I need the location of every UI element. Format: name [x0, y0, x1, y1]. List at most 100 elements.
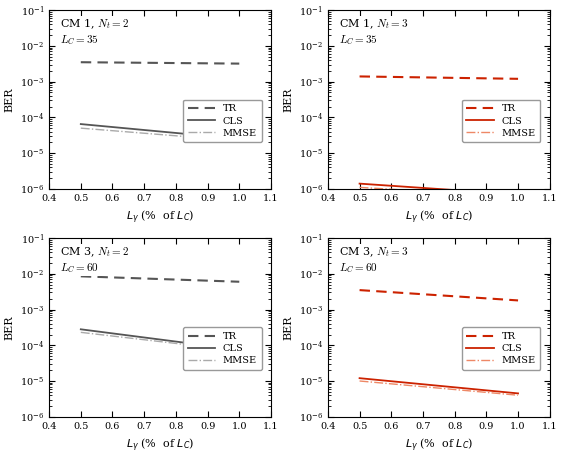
CLS	[172, 130, 179, 136]
Line: MMSE: MMSE	[360, 381, 518, 395]
MMSE	[78, 125, 84, 131]
MMSE	[427, 189, 433, 194]
TR	[497, 76, 504, 82]
CLS	[180, 340, 187, 345]
MMSE	[452, 387, 459, 393]
CLS	[427, 382, 433, 387]
Text: CM 1, $N_t = 3$
$L_C = 35$: CM 1, $N_t = 3$ $L_C = 35$	[339, 17, 409, 47]
X-axis label: $L_{\gamma}$ (%  of $L_C$): $L_{\gamma}$ (% of $L_C$)	[405, 208, 473, 226]
MMSE	[174, 133, 180, 139]
MMSE	[465, 388, 472, 393]
Text: CM 1, $N_t = 2$
$L_C = 35$: CM 1, $N_t = 2$ $L_C = 35$	[60, 17, 130, 47]
MMSE	[515, 393, 522, 398]
TR	[465, 75, 472, 81]
Line: MMSE: MMSE	[81, 128, 239, 141]
CLS	[174, 339, 180, 344]
CLS	[497, 389, 504, 394]
TR	[356, 74, 363, 79]
MMSE	[356, 185, 363, 190]
TR	[459, 75, 465, 81]
X-axis label: $L_{\gamma}$ (%  of $L_C$): $L_{\gamma}$ (% of $L_C$)	[126, 436, 194, 453]
MMSE	[236, 138, 243, 144]
TR	[497, 296, 504, 302]
TR	[148, 60, 155, 65]
MMSE	[218, 136, 225, 142]
MMSE	[180, 342, 187, 347]
MMSE	[186, 134, 193, 140]
TR	[172, 60, 179, 66]
Line: TR: TR	[360, 290, 518, 300]
MMSE	[459, 191, 465, 196]
TR	[218, 61, 225, 66]
CLS	[78, 327, 84, 332]
CLS	[451, 187, 457, 193]
MMSE	[218, 346, 225, 351]
Legend: TR, CLS, MMSE: TR, CLS, MMSE	[461, 327, 541, 370]
MMSE	[452, 191, 459, 196]
MMSE	[356, 378, 363, 384]
Line: TR: TR	[81, 276, 239, 282]
CLS	[356, 181, 363, 186]
CLS	[465, 386, 472, 391]
Legend: TR, CLS, MMSE: TR, CLS, MMSE	[183, 327, 262, 370]
TR	[451, 294, 457, 299]
MMSE	[497, 391, 504, 396]
Y-axis label: BER: BER	[4, 315, 15, 340]
TR	[236, 279, 243, 284]
CLS	[186, 131, 193, 137]
X-axis label: $L_{\gamma}$ (%  of $L_C$): $L_{\gamma}$ (% of $L_C$)	[405, 436, 473, 453]
CLS	[148, 336, 155, 341]
TR	[78, 273, 84, 279]
CLS	[78, 121, 84, 127]
TR	[427, 75, 433, 80]
TR	[180, 60, 187, 66]
Y-axis label: BER: BER	[4, 87, 15, 112]
MMSE	[459, 387, 465, 393]
CLS	[236, 136, 243, 142]
MMSE	[465, 191, 472, 196]
CLS	[459, 188, 465, 193]
CLS	[180, 131, 187, 136]
CLS	[172, 339, 179, 344]
Line: CLS: CLS	[81, 329, 239, 350]
MMSE	[78, 330, 84, 335]
TR	[148, 276, 155, 282]
TR	[515, 76, 522, 82]
Line: CLS: CLS	[360, 378, 518, 393]
TR	[452, 294, 459, 299]
Line: CLS: CLS	[360, 184, 518, 194]
CLS	[515, 391, 522, 396]
CLS	[218, 345, 225, 350]
MMSE	[497, 193, 504, 198]
TR	[78, 60, 84, 65]
MMSE	[451, 190, 457, 196]
TR	[174, 277, 180, 283]
Text: CM 3, $N_t = 2$
$L_C = 60$: CM 3, $N_t = 2$ $L_C = 60$	[60, 245, 130, 275]
TR	[356, 287, 363, 293]
Y-axis label: BER: BER	[283, 87, 293, 112]
TR	[186, 60, 193, 66]
CLS	[356, 376, 363, 381]
CLS	[452, 187, 459, 193]
MMSE	[148, 131, 155, 136]
CLS	[459, 385, 465, 391]
TR	[180, 277, 187, 283]
CLS	[427, 185, 433, 191]
X-axis label: $L_{\gamma}$ (%  of $L_C$): $L_{\gamma}$ (% of $L_C$)	[126, 208, 194, 226]
TR	[427, 292, 433, 297]
CLS	[186, 341, 193, 346]
CLS	[236, 347, 243, 353]
Legend: TR, CLS, MMSE: TR, CLS, MMSE	[183, 99, 262, 142]
MMSE	[174, 341, 180, 346]
Text: CM 3, $N_t = 3$
$L_C = 60$: CM 3, $N_t = 3$ $L_C = 60$	[339, 245, 409, 275]
Line: TR: TR	[360, 76, 518, 79]
CLS	[148, 128, 155, 133]
TR	[451, 75, 457, 81]
CLS	[451, 384, 457, 390]
CLS	[497, 191, 504, 196]
CLS	[515, 191, 522, 197]
MMSE	[180, 134, 187, 139]
MMSE	[451, 387, 457, 392]
MMSE	[515, 194, 522, 200]
CLS	[218, 135, 225, 140]
